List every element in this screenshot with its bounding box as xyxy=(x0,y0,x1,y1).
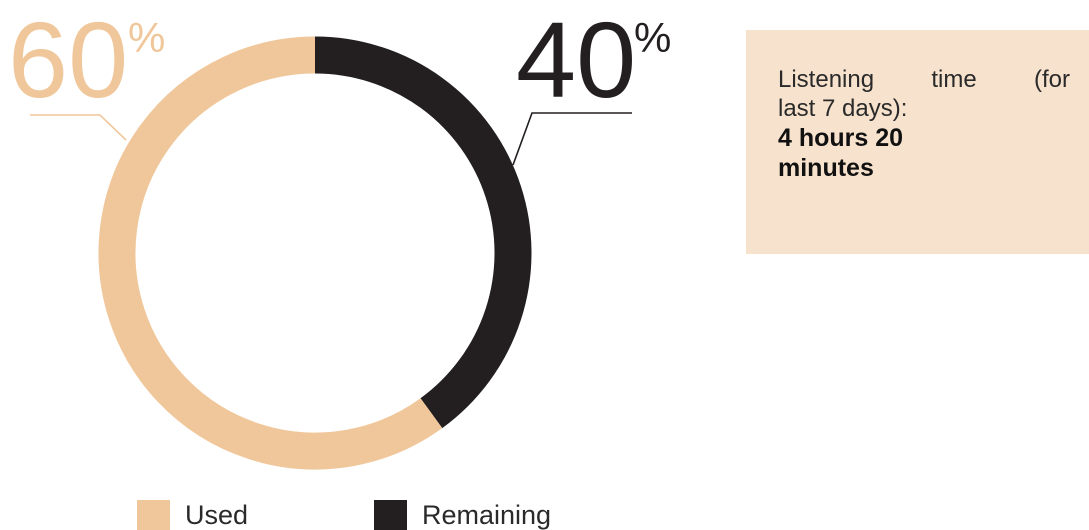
legend-item-used: Used xyxy=(137,500,248,530)
donut-slice-used xyxy=(98,36,443,470)
donut-slice-remaining xyxy=(314,36,532,429)
used-percent-value: 60 xyxy=(8,0,128,120)
used-percent-sign: % xyxy=(128,14,165,61)
remaining-percent-sign: % xyxy=(634,14,671,61)
legend-label-remaining: Remaining xyxy=(422,500,552,530)
listening-time-value-line2: minutes xyxy=(778,154,874,182)
remaining-callout-line xyxy=(512,112,632,166)
listening-time-value-line1: 4 hours 20 xyxy=(778,124,904,152)
listening-time-card: Listening time (for last 7 days): 4 hour… xyxy=(746,30,1089,254)
legend-swatch-used xyxy=(137,500,170,530)
listening-time-label-line2: last 7 days): xyxy=(778,95,908,122)
legend-swatch-remaining xyxy=(374,500,407,530)
used-callout-line xyxy=(30,114,127,141)
legend-item-remaining: Remaining xyxy=(374,500,551,530)
donut-ring xyxy=(98,36,532,470)
legend-label-used: Used xyxy=(185,500,249,530)
remaining-percent-value: 40 xyxy=(516,0,636,120)
listening-time-label-line1: Listening time (for xyxy=(778,66,1070,93)
